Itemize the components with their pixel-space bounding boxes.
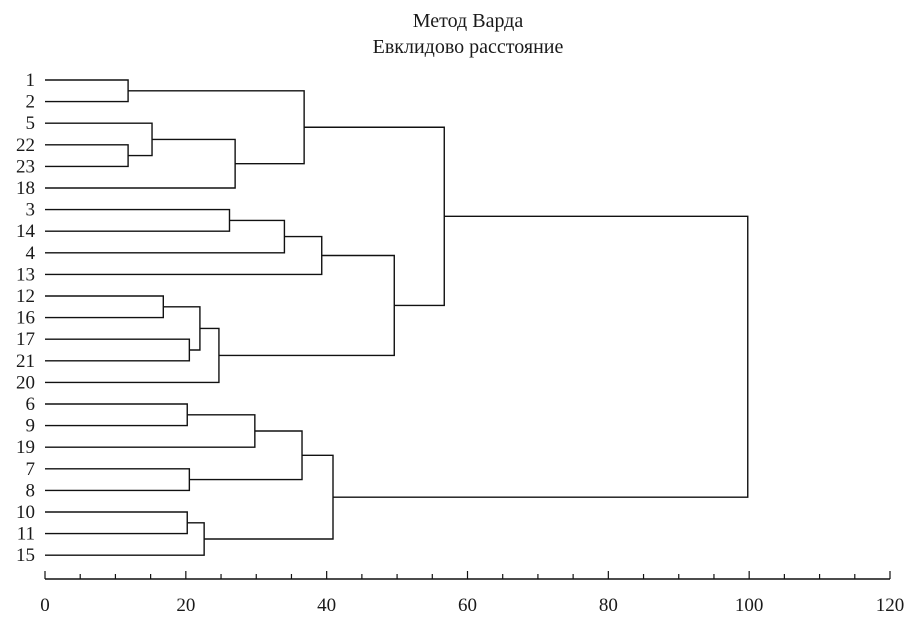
chart-title: Метод Варда	[413, 10, 524, 32]
leaf-label: 19	[16, 437, 35, 458]
cluster-link-c3	[45, 122, 153, 157]
leaf-label: 22	[16, 135, 35, 156]
x-tick-label: 120	[876, 595, 905, 616]
leaf-label: 12	[16, 286, 35, 307]
cluster-link-c4	[45, 138, 236, 189]
leaf-label: 1	[26, 70, 36, 91]
cluster-link-c17	[45, 468, 191, 492]
cluster-link-c13	[218, 254, 395, 357]
leaf-label: 6	[26, 394, 36, 415]
cluster-link-c14	[304, 126, 445, 307]
leaf-label: 11	[17, 524, 35, 545]
cluster-link-c16	[45, 414, 256, 448]
leaf-label: 21	[16, 351, 35, 372]
leaf-label: 5	[26, 113, 36, 134]
cluster-link-c20	[45, 522, 205, 556]
leaf-label: 3	[26, 200, 36, 221]
x-tick-label: 100	[735, 595, 764, 616]
dendrogram-links	[45, 79, 749, 556]
cluster-link-c18	[189, 430, 303, 481]
cluster-link-c6	[45, 208, 231, 232]
x-tick-label: 40	[317, 595, 336, 616]
cluster-link-c8	[45, 235, 323, 276]
cluster-link-c12	[45, 327, 220, 384]
leaf-label: 2	[26, 92, 36, 113]
leaf-label: 8	[26, 480, 36, 501]
leaf-label: 23	[16, 156, 35, 177]
cluster-link-c1	[45, 79, 129, 103]
leaf-label: 18	[16, 178, 35, 199]
x-tick-label: 20	[176, 595, 195, 616]
leaf-label: 9	[26, 416, 36, 437]
cluster-link-c19	[45, 511, 188, 535]
leaf-label: 7	[26, 459, 36, 480]
x-tick-label: 60	[458, 595, 477, 616]
cluster-link-c5	[128, 90, 305, 165]
leaf-label: 10	[16, 502, 35, 523]
leaf-label: 16	[16, 308, 35, 329]
leaf-label: 15	[16, 545, 35, 566]
leaf-label: 4	[26, 243, 36, 264]
cluster-link-c15	[45, 403, 188, 427]
leaf-label: 17	[16, 329, 35, 350]
leaf-label: 20	[16, 372, 35, 393]
x-tick-label: 80	[599, 595, 618, 616]
x-axis: 0 20 40 60 80 100 120	[40, 571, 904, 616]
chart-subtitle: Евклидово расстояние	[373, 36, 564, 58]
cluster-link-c7	[45, 219, 286, 254]
cluster-link-c9	[45, 295, 164, 319]
cluster-link-c2	[45, 144, 129, 168]
cluster-link-c21	[204, 454, 334, 540]
leaf-label: 13	[16, 264, 35, 285]
leaf-label: 14	[16, 221, 36, 242]
cluster-link-c11	[163, 306, 201, 351]
x-tick-label: 0	[40, 595, 50, 616]
cluster-link-c22	[333, 215, 749, 498]
cluster-link-c10	[45, 338, 191, 362]
